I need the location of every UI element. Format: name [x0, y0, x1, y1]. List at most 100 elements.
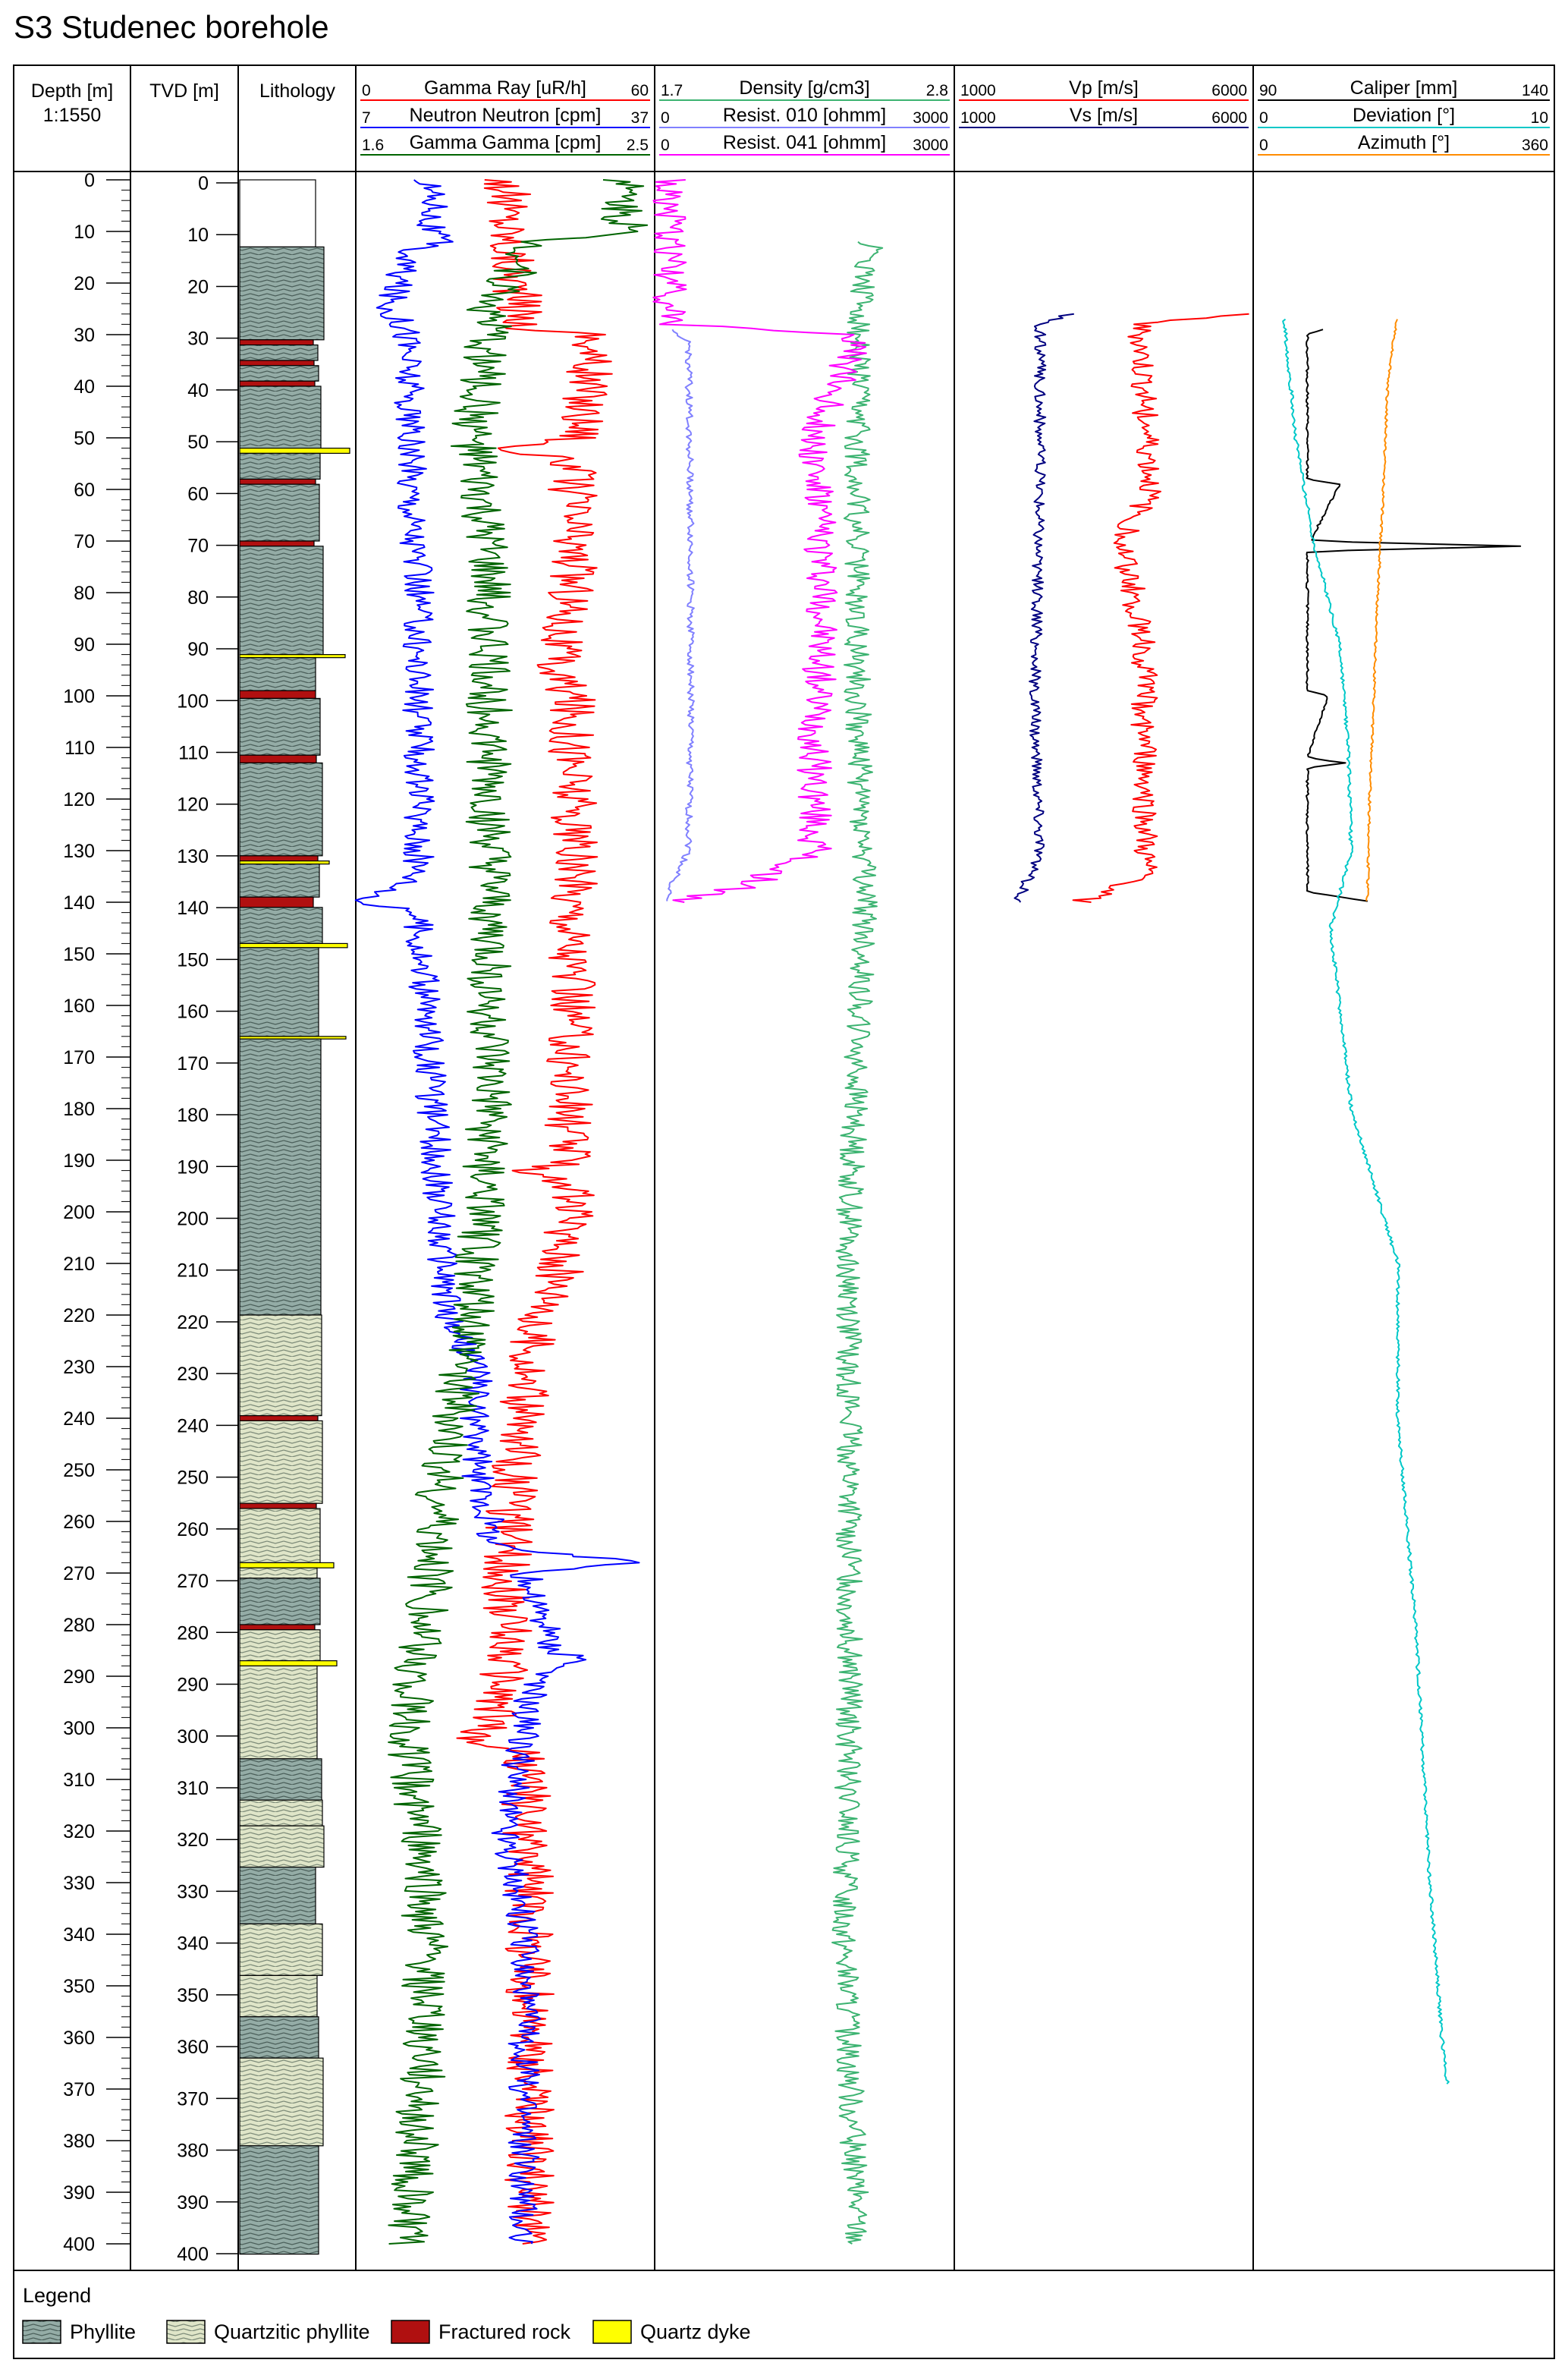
tvd-tick-label: 30 — [187, 329, 209, 350]
lithology-fractured — [239, 1624, 316, 1631]
tvd-tick-label: 70 — [187, 536, 209, 557]
depth-tick-label: 80 — [74, 583, 95, 604]
series-line-vs-m-s — [1013, 313, 1074, 903]
depth-tick-label: 160 — [63, 996, 95, 1017]
lithology-phyllite — [239, 657, 316, 691]
lithology-phyllite — [239, 947, 319, 1037]
depth-tick-label: 20 — [74, 273, 95, 294]
legend-swatch-quartzitic — [166, 2320, 206, 2344]
depth-tick-label: 0 — [84, 170, 95, 191]
lithology-phyllite — [239, 365, 319, 382]
series-line-resist-041-ohmm — [652, 179, 867, 903]
track-headers: Gamma Ray [uR/h] 0 60 Neutron Neutron [cpm]… — [360, 77, 1550, 156]
depth-tick-label: 200 — [63, 1202, 95, 1223]
depth-tick-label: 290 — [63, 1666, 95, 1688]
legend-item-dyke: Quartz dyke — [592, 2320, 751, 2344]
tvd-tick-label: 150 — [177, 949, 209, 971]
lithology-dyke — [239, 860, 330, 865]
tvd-tick-label: 40 — [187, 380, 209, 401]
tvd-tick-label: 360 — [177, 2037, 209, 2058]
curve-label-vp-m-s: Vp [m/s] — [1069, 77, 1139, 99]
lithology-quartzitic — [239, 1974, 318, 2018]
curve-max-caliper-mm: 140 — [1522, 82, 1548, 99]
curve-max-resist-010-ohmm: 3000 — [913, 109, 948, 127]
curve-label-resist-041-ohmm: Resist. 041 [ohmm] — [723, 132, 886, 153]
curve-label-vs-m-s: Vs [m/s] — [1070, 105, 1138, 126]
depth-tick-label: 30 — [74, 325, 95, 346]
lithology-phyllite — [239, 907, 323, 945]
series-line-gamma-ray-ur-h — [456, 179, 613, 2245]
depth-tick-label: 170 — [63, 1047, 95, 1068]
depth-tick-label: 210 — [63, 1254, 95, 1275]
curve-max-vs-m-s: 6000 — [1211, 109, 1247, 127]
tvd-tick-label: 140 — [177, 898, 209, 919]
curve-min-neutron-neutron-cpm: 7 — [362, 109, 371, 127]
tvd-tick-label: 390 — [177, 2192, 209, 2213]
tvd-tick-label: 250 — [177, 1468, 209, 1489]
curve-max-gamma-gamma-cpm: 2.5 — [627, 137, 649, 154]
curve-min-resist-010-ohmm: 0 — [661, 109, 670, 127]
lithology-fractured — [239, 690, 316, 700]
tvd-tick-label: 10 — [187, 225, 209, 246]
curve-max-resist-041-ohmm: 3000 — [913, 137, 948, 154]
tvd-tick-label: 170 — [177, 1053, 209, 1074]
lithology-phyllite — [239, 483, 320, 542]
lithology-phyllite — [239, 1038, 322, 1316]
lithology-fractured — [239, 478, 316, 485]
lithology-phyllite — [239, 1758, 322, 1801]
legend-swatch-fractured — [391, 2320, 430, 2344]
depth-tick-label: 50 — [74, 428, 95, 449]
depth-tick-label: 380 — [63, 2131, 95, 2152]
legend-label-fractured: Fractured rock — [438, 2320, 571, 2343]
lithology-fractured — [239, 896, 314, 908]
lithology-phyllite — [239, 864, 320, 898]
lithology-fractured — [239, 855, 319, 862]
depth-tick-label: 260 — [63, 1512, 95, 1533]
lithology-phyllite — [239, 452, 321, 480]
curve-label-gamma-gamma-cpm: Gamma Gamma [cpm] — [410, 132, 602, 153]
depth-tick-label: 190 — [63, 1150, 95, 1172]
curve-min-vp-m-s: 1000 — [960, 82, 996, 99]
depth-column-label: Depth [m] — [31, 80, 113, 102]
curve-max-gamma-ray-ur-h: 60 — [631, 82, 649, 99]
legend-item-quartzitic: Quartzitic phyllite — [166, 2320, 370, 2344]
lithology-quartzitic — [239, 1508, 321, 1564]
depth-tick-label: 340 — [63, 1924, 95, 1946]
depth-tick-label: 400 — [63, 2234, 95, 2255]
lithology-fractured — [239, 380, 316, 387]
lithology-phyllite — [239, 2016, 319, 2059]
tvd-tick-label: 230 — [177, 1364, 209, 1385]
series-line-resist-010-ohmm — [666, 329, 695, 901]
depth-tick-label: 140 — [63, 892, 95, 914]
depth-tick-label: 370 — [63, 2079, 95, 2100]
tvd-tick-label: 110 — [178, 742, 209, 763]
series-line-azimuth — [1365, 319, 1398, 901]
lithology-fractured — [239, 754, 317, 764]
depth-tick-label: 70 — [74, 531, 95, 552]
lithology-phyllite — [239, 546, 324, 656]
tvd-tick-label: 90 — [187, 639, 209, 660]
depth-tick-label: 330 — [63, 1873, 95, 1894]
lithology-phyllite — [239, 385, 322, 449]
curve-max-vp-m-s: 6000 — [1211, 82, 1247, 99]
curve-label-azimuth: Azimuth [°] — [1358, 132, 1450, 153]
lithology-quartzitic — [239, 1923, 323, 1976]
lithology-quartzitic — [239, 1314, 322, 1417]
legend-item-phyllite: Phyllite — [22, 2320, 136, 2344]
depth-tick-label: 270 — [63, 1563, 95, 1584]
legend-label-dyke: Quartz dyke — [640, 2320, 751, 2343]
tvd-tick-label: 160 — [177, 1002, 209, 1023]
depth-tick-label: 10 — [74, 222, 95, 243]
lithology-column-label: Lithology — [259, 80, 336, 102]
tvd-tick-label: 330 — [177, 1881, 209, 1902]
lithology-phyllite — [239, 246, 325, 341]
tvd-tick-label: 190 — [177, 1156, 209, 1178]
legend-item-fractured: Fractured rock — [391, 2320, 571, 2344]
curve-label-resist-010-ohmm: Resist. 010 [ohmm] — [723, 105, 886, 126]
curve-label-caliper-mm: Caliper [mm] — [1350, 77, 1458, 99]
lithology-dyke — [239, 653, 346, 659]
depth-tick-label: 360 — [63, 2028, 95, 2049]
series-line-deviation — [1282, 318, 1450, 2084]
depth-tick-label: 390 — [63, 2182, 95, 2204]
